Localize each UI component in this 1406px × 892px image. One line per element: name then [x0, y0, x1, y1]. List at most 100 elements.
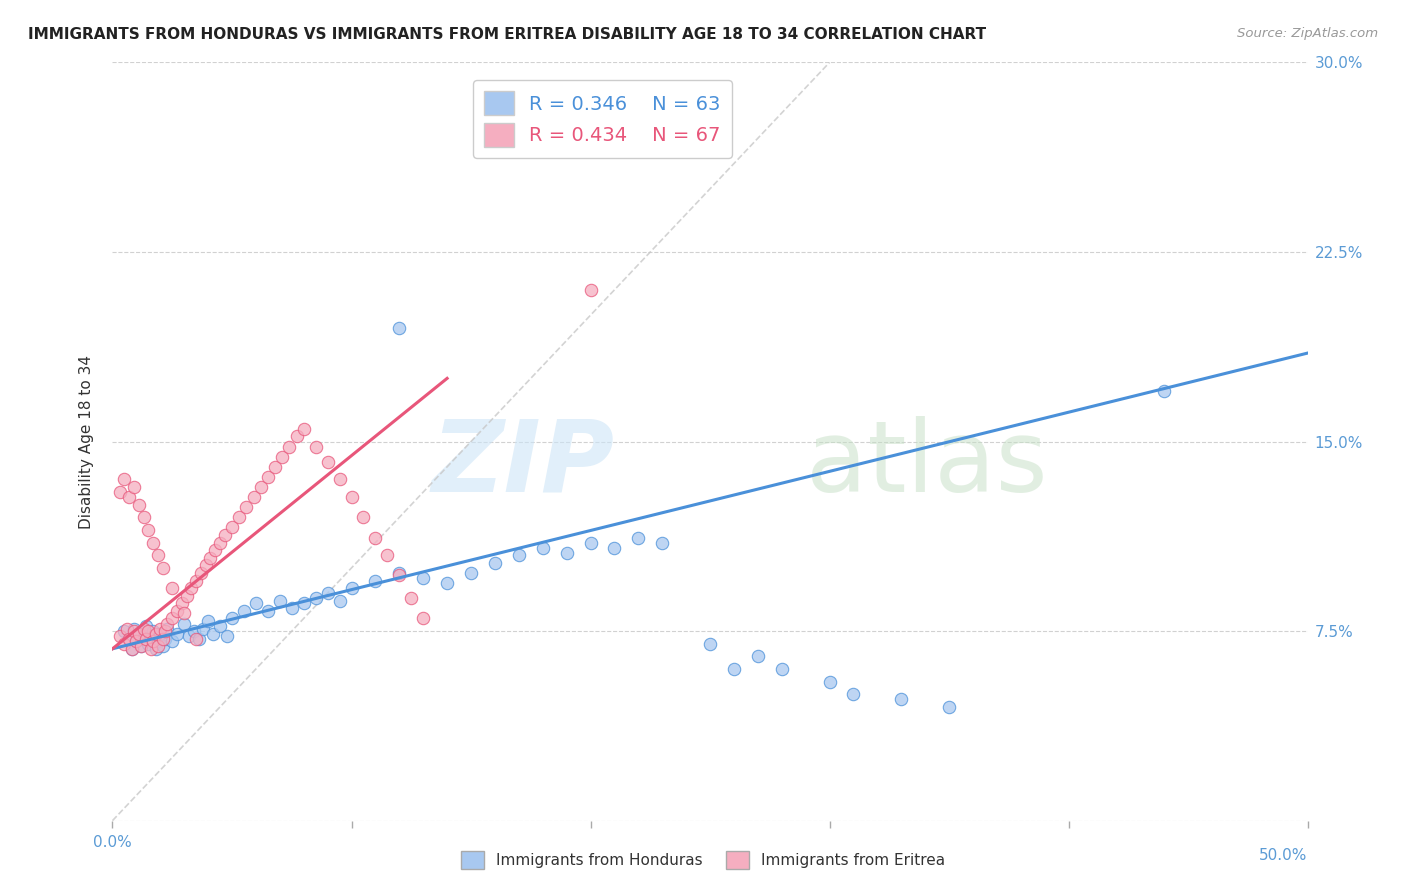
Point: [173, 607, 195, 621]
Point: [890, 692, 912, 706]
Point: [186, 574, 208, 588]
Point: [938, 699, 960, 714]
Legend: Immigrants from Honduras, Immigrants from Eritrea: Immigrants from Honduras, Immigrants fro…: [456, 845, 950, 875]
Point: [129, 639, 152, 653]
Point: [128, 626, 150, 640]
Point: [139, 632, 162, 646]
Point: [201, 626, 224, 640]
Point: [508, 548, 530, 563]
Point: [132, 510, 155, 524]
Point: [460, 566, 482, 580]
Point: [627, 531, 650, 545]
Point: [108, 629, 131, 643]
Point: [162, 611, 183, 625]
Point: [146, 548, 169, 563]
Point: [1153, 384, 1175, 398]
Point: [579, 283, 602, 297]
Point: [271, 450, 294, 464]
Point: [292, 422, 315, 436]
Point: [177, 629, 200, 643]
Point: [118, 632, 141, 646]
Point: [152, 639, 174, 653]
Point: [145, 626, 167, 640]
Point: [152, 561, 174, 575]
Point: [166, 626, 188, 640]
Point: [340, 581, 363, 595]
Point: [197, 614, 219, 628]
Point: [388, 568, 411, 582]
Point: [156, 616, 179, 631]
Point: [138, 624, 160, 639]
Point: [128, 626, 150, 640]
Point: [135, 632, 157, 646]
Point: [132, 622, 155, 636]
Point: [221, 611, 243, 625]
Point: [121, 641, 143, 656]
Point: [170, 596, 193, 610]
Point: [193, 622, 215, 636]
Point: [329, 594, 352, 608]
Point: [135, 619, 157, 633]
Legend: R = 0.346    N = 63, R = 0.434    N = 67: R = 0.346 N = 63, R = 0.434 N = 67: [472, 79, 733, 158]
Point: [121, 641, 143, 656]
Point: [818, 674, 841, 689]
Point: [145, 641, 167, 656]
Point: [146, 634, 169, 648]
Point: [204, 543, 226, 558]
Point: [139, 641, 162, 656]
Point: [122, 624, 145, 639]
Point: [770, 662, 793, 676]
Point: [118, 632, 141, 646]
Point: [364, 574, 387, 588]
Point: [149, 626, 172, 640]
Point: [173, 616, 195, 631]
Point: [190, 566, 212, 580]
Point: [176, 589, 198, 603]
Text: ZIP: ZIP: [432, 416, 614, 513]
Point: [842, 687, 865, 701]
Point: [186, 632, 208, 646]
Point: [364, 531, 387, 545]
Point: [180, 581, 202, 595]
Point: [747, 649, 769, 664]
Point: [285, 429, 308, 443]
Point: [555, 546, 578, 560]
Point: [329, 473, 352, 487]
Point: [305, 440, 328, 454]
Point: [183, 624, 205, 639]
Point: [125, 634, 148, 648]
Point: [242, 490, 264, 504]
Point: [305, 591, 328, 606]
Point: [138, 637, 160, 651]
Point: [156, 622, 179, 636]
Point: [149, 622, 172, 636]
Point: [699, 637, 721, 651]
Point: [257, 470, 280, 484]
Point: [233, 604, 256, 618]
Text: 50.0%: 50.0%: [1260, 848, 1308, 863]
Point: [292, 596, 315, 610]
Point: [153, 632, 176, 646]
Point: [316, 586, 339, 600]
Point: [340, 490, 363, 504]
Point: [484, 556, 506, 570]
Point: [142, 634, 165, 648]
Text: IMMIGRANTS FROM HONDURAS VS IMMIGRANTS FROM ERITREA DISABILITY AGE 18 TO 34 CORR: IMMIGRANTS FROM HONDURAS VS IMMIGRANTS F…: [28, 27, 986, 42]
Point: [228, 510, 250, 524]
Point: [412, 571, 434, 585]
Point: [264, 459, 287, 474]
Point: [125, 634, 148, 648]
Y-axis label: Disability Age 18 to 34: Disability Age 18 to 34: [79, 354, 94, 529]
Text: atlas: atlas: [806, 416, 1047, 513]
Point: [146, 639, 169, 653]
Point: [269, 594, 291, 608]
Point: [245, 596, 267, 610]
Point: [249, 480, 271, 494]
Point: [401, 591, 423, 606]
Point: [723, 662, 745, 676]
Text: Source: ZipAtlas.com: Source: ZipAtlas.com: [1237, 27, 1378, 40]
Point: [217, 629, 239, 643]
Point: [118, 490, 141, 504]
Point: [377, 548, 399, 563]
Point: [579, 535, 602, 549]
